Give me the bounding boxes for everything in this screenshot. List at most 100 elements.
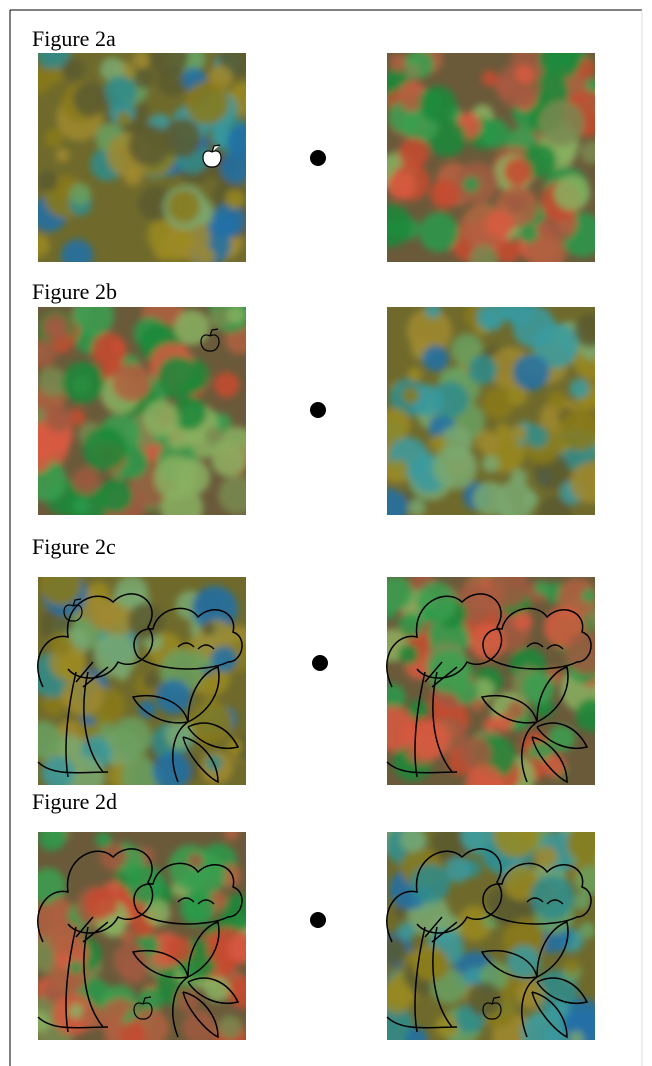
blob (25, 67, 52, 94)
blob (511, 425, 528, 442)
blob (430, 435, 447, 452)
blob (25, 446, 52, 473)
blob (381, 981, 413, 1013)
blob (62, 362, 104, 404)
blob (162, 118, 201, 157)
blob (564, 959, 579, 974)
blob (486, 210, 514, 238)
blob (530, 875, 574, 919)
blob (73, 497, 90, 514)
blob (538, 100, 584, 146)
blob (69, 183, 91, 205)
blob (49, 632, 72, 655)
blob (47, 921, 81, 955)
blob (143, 400, 179, 436)
blob (201, 622, 215, 636)
blob (581, 588, 596, 603)
blob (496, 240, 520, 264)
blob (569, 1031, 584, 1046)
blur-image (24, 287, 257, 529)
blob (112, 363, 151, 402)
blob (214, 372, 240, 398)
blob (575, 698, 609, 732)
blobs (23, 564, 257, 799)
blob (174, 310, 209, 345)
blob (482, 70, 498, 86)
blob (514, 612, 533, 631)
blob (378, 408, 411, 441)
blob (469, 245, 497, 273)
blob (526, 425, 548, 447)
blob (186, 82, 229, 125)
blob (45, 405, 72, 432)
blob (205, 427, 223, 445)
blob (61, 239, 93, 271)
blur-image (24, 821, 261, 1057)
blob (153, 753, 191, 791)
blob (398, 923, 416, 941)
blob (543, 754, 566, 777)
blob (56, 148, 70, 162)
blob (482, 311, 497, 326)
blob (72, 467, 99, 494)
blob (404, 64, 420, 80)
blob (23, 721, 62, 760)
blob (547, 390, 566, 409)
blob (488, 566, 529, 607)
blob (28, 340, 57, 369)
page: Figure 2a Figure 2b Figure 2c Figure 2d (0, 0, 652, 1066)
bullet (310, 912, 326, 928)
blob (368, 204, 411, 247)
blob (574, 314, 608, 348)
blob (390, 54, 407, 71)
blob (554, 175, 590, 211)
blob (218, 1015, 242, 1039)
blob (468, 355, 497, 384)
blob (113, 943, 147, 977)
blob (565, 631, 608, 674)
blob (430, 180, 459, 209)
blob (387, 460, 407, 480)
blob (569, 379, 589, 399)
blur-image (25, 36, 263, 271)
blob (94, 633, 138, 677)
blob (559, 408, 601, 450)
blob (166, 721, 194, 749)
blob (92, 333, 126, 367)
blob (387, 172, 415, 200)
blob (459, 737, 491, 769)
blob (37, 171, 58, 192)
bullet (310, 402, 326, 418)
blob (213, 212, 238, 237)
blob (425, 302, 441, 318)
blob (133, 51, 151, 69)
blob (400, 826, 426, 852)
blob (168, 190, 201, 223)
blob (172, 231, 192, 251)
blob (534, 581, 548, 595)
figure-label: Figure 2c (32, 534, 116, 559)
blob (98, 479, 132, 513)
blob (45, 129, 64, 148)
blob (539, 36, 582, 79)
blob (419, 86, 456, 123)
blob (493, 812, 538, 857)
blob (377, 576, 413, 612)
blob (117, 112, 131, 126)
blob (38, 823, 66, 851)
blob (148, 36, 188, 76)
blob (378, 936, 407, 965)
blob (42, 313, 70, 341)
figure-label: Figure 2d (32, 789, 117, 814)
blur-image (369, 566, 609, 802)
blob (165, 936, 192, 963)
blob (423, 345, 449, 371)
blob (408, 367, 423, 382)
bullet (310, 150, 326, 166)
blob (506, 194, 525, 213)
blob (463, 176, 479, 192)
blob (157, 356, 199, 398)
blob (115, 666, 129, 680)
blob (28, 1011, 50, 1033)
blob (398, 644, 419, 665)
